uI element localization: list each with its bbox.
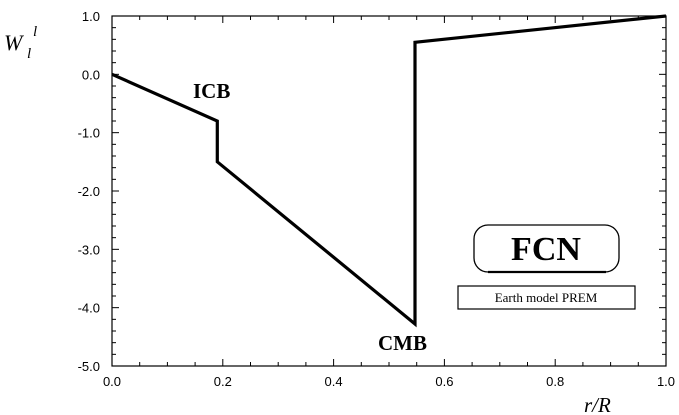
y-axis-label-subscript: l — [27, 46, 31, 62]
y-tick-label: -4.0 — [78, 301, 100, 316]
plot-frame — [111, 15, 667, 367]
y-axis-label-superscript: l — [33, 24, 37, 40]
y-tick-label: -1.0 — [78, 126, 100, 141]
y-axis-label-main: W — [4, 30, 24, 55]
x-tick-label: 0.6 — [435, 374, 453, 389]
series-line-0 — [111, 14, 667, 328]
x-tick-labels: 0.0 0.2 0.4 0.6 0.8 1.0 — [103, 374, 675, 389]
y-tick-labels: 1.0 0.0 -1.0 -2.0 -3.0 -4.0 -5.0 — [78, 9, 100, 374]
y-tick-label: 0.0 — [82, 67, 100, 82]
y-tick-label: -2.0 — [78, 184, 100, 199]
annotation-cmb: CMB — [378, 331, 427, 355]
y-tick-label: 1.0 — [82, 9, 100, 24]
x-tick-label: 0.0 — [103, 374, 121, 389]
x-tick-label: 0.2 — [214, 374, 232, 389]
fcn-label: FCN — [511, 231, 581, 268]
y-axis-label: W l l — [4, 24, 37, 62]
x-tick-label: 1.0 — [657, 374, 675, 389]
x-tick-label: 0.8 — [546, 374, 564, 389]
model-label: Earth model PREM — [495, 290, 598, 305]
y-tick-label: -3.0 — [78, 242, 100, 257]
y-tick-label: -5.0 — [78, 359, 100, 374]
x-axis-label: r/R — [584, 393, 611, 415]
fcn-box: FCN — [473, 224, 620, 274]
series-layer — [111, 14, 667, 328]
x-tick-label: 0.4 — [325, 374, 343, 389]
model-box: Earth model PREM — [457, 285, 636, 310]
annotation-icb: ICB — [193, 79, 230, 103]
axis-ticks — [111, 15, 667, 367]
